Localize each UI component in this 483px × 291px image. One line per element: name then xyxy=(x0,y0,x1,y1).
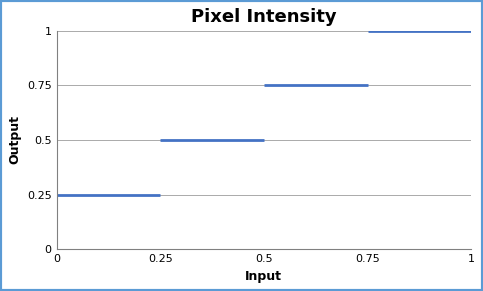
Y-axis label: Output: Output xyxy=(8,116,21,164)
X-axis label: Input: Input xyxy=(245,270,283,283)
Title: Pixel Intensity: Pixel Intensity xyxy=(191,8,337,26)
